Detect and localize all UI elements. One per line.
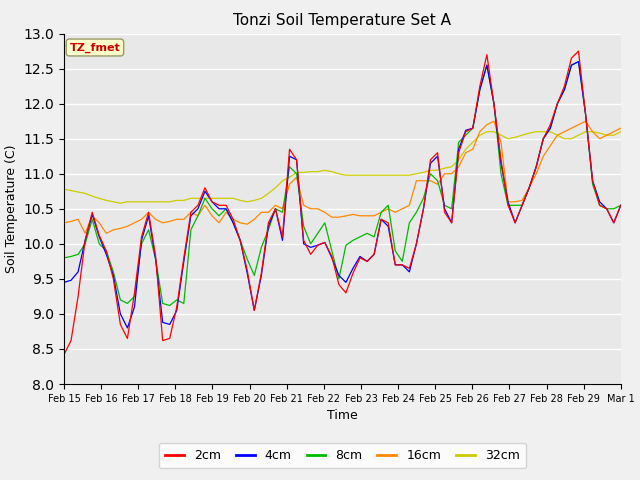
8cm [399,258,406,264]
4cm [427,160,435,166]
8cm [617,203,625,208]
2cm [392,262,399,268]
32cm [399,172,406,178]
32cm [427,168,435,173]
8cm [575,59,582,64]
Line: 2cm: 2cm [64,51,621,355]
32cm [617,129,625,134]
16cm [427,178,435,184]
Y-axis label: Soil Temperature (C): Soil Temperature (C) [5,144,18,273]
32cm [568,136,575,142]
2cm [307,252,314,257]
8cm [448,206,456,212]
2cm [441,209,449,215]
16cm [314,206,321,212]
8cm [60,255,68,261]
Text: TZ_fmet: TZ_fmet [70,42,120,53]
16cm [399,206,406,212]
16cm [81,230,89,236]
Line: 32cm: 32cm [64,132,621,203]
32cm [448,164,456,169]
8cm [166,302,173,308]
4cm [124,325,131,331]
2cm [60,352,68,358]
Title: Tonzi Soil Temperature Set A: Tonzi Soil Temperature Set A [234,13,451,28]
4cm [399,262,406,268]
16cm [448,171,456,177]
2cm [554,101,561,107]
2cm [575,48,582,54]
8cm [427,171,435,177]
2cm [420,206,428,212]
16cm [406,203,413,208]
2cm [617,203,625,208]
16cm [490,119,498,124]
16cm [617,125,625,131]
32cm [60,186,68,192]
32cm [406,172,413,178]
8cm [406,220,413,226]
X-axis label: Time: Time [327,409,358,422]
32cm [483,129,491,134]
16cm [568,125,575,131]
4cm [406,269,413,275]
2cm [399,262,406,268]
4cm [575,59,582,64]
32cm [116,200,124,206]
16cm [60,220,68,226]
Line: 16cm: 16cm [64,121,621,233]
4cm [60,279,68,285]
Line: 4cm: 4cm [64,61,621,328]
4cm [561,87,568,93]
8cm [561,87,568,93]
4cm [617,203,625,208]
Legend: 2cm, 4cm, 8cm, 16cm, 32cm: 2cm, 4cm, 8cm, 16cm, 32cm [159,443,526,468]
8cm [314,230,321,236]
32cm [314,169,321,175]
4cm [314,242,321,248]
4cm [448,220,456,226]
Line: 8cm: 8cm [64,61,621,305]
